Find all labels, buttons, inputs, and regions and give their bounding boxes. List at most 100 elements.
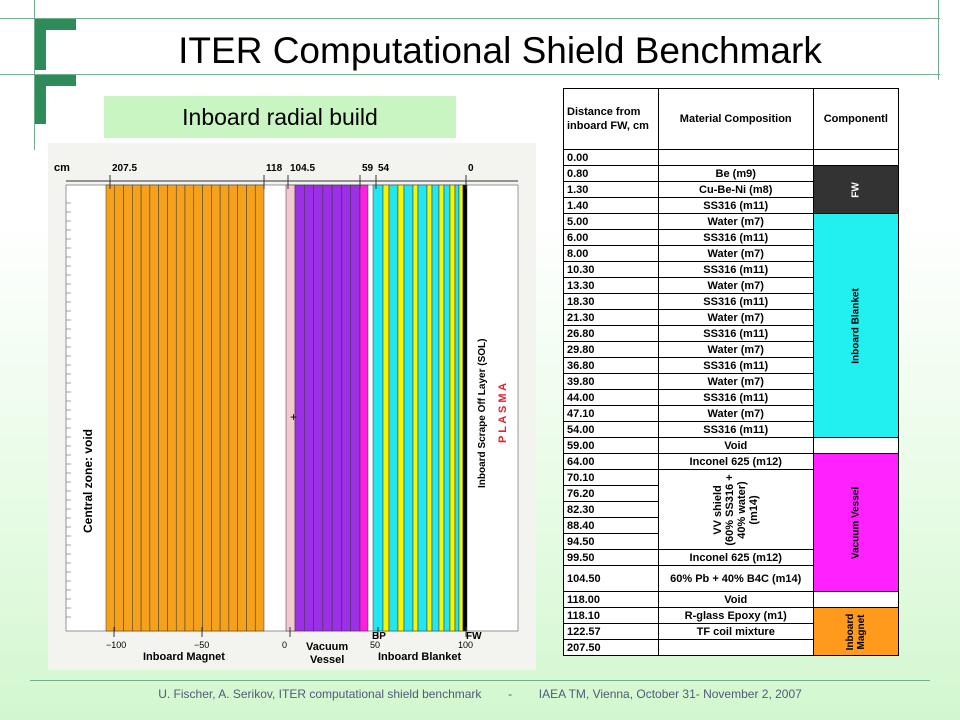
- magnet-layer: [149, 184, 159, 632]
- component-label: FW: [850, 181, 862, 198]
- blanket-water-layer: [443, 184, 451, 632]
- material-cell: Cu-Be-Ni (m8): [657, 181, 814, 198]
- magnet-layer: [246, 184, 256, 632]
- vv-shield-line: 40% water): [735, 480, 748, 539]
- distance-cell: 18.30: [563, 293, 659, 310]
- magnet-layer: [211, 184, 221, 632]
- table-row: 1.40 SS316 (m11): [563, 197, 899, 214]
- distance-cell: 8.00: [563, 245, 659, 262]
- material-cell: TF coil mixture: [657, 623, 814, 640]
- top-tick-label: 104.5: [290, 163, 315, 174]
- frame-bar-vertical: [34, 18, 46, 70]
- top-tick-label: 207.5: [112, 163, 137, 174]
- material-cell: SS316 (m11): [657, 261, 814, 278]
- vessel-layer: [313, 184, 324, 632]
- distance-cell: 1.40: [563, 197, 659, 214]
- frame-line-top: [0, 18, 940, 19]
- table-row: 0.00: [563, 149, 900, 166]
- blanket-steel-layer: [449, 184, 456, 632]
- inboard-magnet-label: Inboard Magnet: [143, 651, 225, 663]
- material-cell: R-glass Epoxy (m1): [657, 607, 814, 624]
- vv-shield-cell: VV shield (60% SS316 +40% water) (m14): [657, 469, 814, 550]
- radial-build-table: Distance from inboard FW, cm Material Co…: [563, 88, 900, 656]
- distance-cell: 44.00: [563, 389, 659, 406]
- vv-shield-line: VV shield: [711, 484, 724, 535]
- blanket-water-layer: [454, 184, 460, 632]
- magnet-layer: [219, 184, 230, 632]
- bottom-tick-label: 50: [370, 640, 380, 650]
- frame-line-bottom: [30, 680, 930, 681]
- table-row: 8.00 Water (m7): [563, 245, 899, 262]
- material-cell: SS316 (m11): [657, 421, 814, 438]
- vessel-layer: [294, 184, 305, 632]
- distance-cell: 118.00: [563, 591, 659, 608]
- top-tick-label: 54: [378, 163, 390, 174]
- table-row: 29.80 Water (m7): [563, 341, 899, 358]
- magnet-layer: [105, 184, 116, 632]
- material-cell: Be (m9): [657, 165, 814, 182]
- table-row: 122.57 TF coil mixture: [563, 623, 899, 640]
- central-zone-label: Central zone: void: [81, 429, 95, 533]
- material-cell: Inconel 625 (m12): [657, 453, 814, 470]
- material-cell: Water (m7): [657, 341, 814, 358]
- frame-line-right: [938, 0, 939, 80]
- blanket-steel-layer: [438, 184, 445, 632]
- magnet-layer: [140, 184, 151, 632]
- unit-label: cm: [54, 162, 70, 174]
- header-distance: Distance from inboard FW, cm: [563, 88, 659, 150]
- magnet-layer: [228, 184, 238, 632]
- component-empty: [812, 149, 900, 166]
- component-label: Inboard Blanket: [850, 287, 862, 364]
- blanket-water-layer: [372, 184, 384, 632]
- distance-cell: 47.10: [563, 405, 659, 422]
- vessel-layer: [341, 184, 351, 632]
- distance-cell: 1.30: [563, 181, 659, 198]
- top-tick-label: 118: [266, 163, 283, 174]
- table-row: 6.00 SS316 (m11): [563, 229, 899, 246]
- distance-cell: 122.57: [563, 623, 659, 640]
- vessel-layer: [304, 184, 314, 632]
- frame-bar-horizontal: [34, 18, 76, 30]
- table-row: 26.80 SS316 (m11): [563, 325, 899, 342]
- blanket-water-layer: [388, 184, 399, 632]
- distance-cell: 70.10: [563, 469, 659, 486]
- material-cell: SS316 (m11): [657, 293, 814, 310]
- slide-footer: U. Fischer, A. Serikov, ITER computation…: [158, 687, 802, 701]
- distance-cell: 21.30: [563, 309, 659, 326]
- vessel-layer: [322, 184, 333, 632]
- material-cell: SS316 (m11): [657, 357, 814, 374]
- magnet-layer: [237, 184, 247, 632]
- magnet-layer: [193, 184, 203, 632]
- component-empty: [812, 437, 900, 454]
- bottom-tick-label: −50: [194, 640, 209, 650]
- distance-cell: 82.30: [563, 501, 659, 518]
- vessel-layer: [331, 184, 342, 632]
- table-row: 47.10 Water (m7): [563, 405, 899, 422]
- distance-cell: 207.50: [563, 639, 659, 656]
- header-material: Material Composition: [657, 88, 814, 150]
- component-blanket: Inboard Blanket: [812, 213, 900, 438]
- distance-cell: 39.80: [563, 373, 659, 390]
- magnet-layer: [132, 184, 142, 632]
- fw-label: FW: [466, 631, 482, 642]
- distance-cell: 0.80: [563, 165, 659, 182]
- component-magnet: Inboard Magnet: [812, 607, 900, 656]
- distance-cell: 5.00: [563, 213, 659, 230]
- distance-cell: 54.00: [563, 421, 659, 438]
- magnet-layer: [123, 184, 133, 632]
- material-cell: Water (m7): [657, 213, 814, 230]
- crosshair-mark: +: [290, 410, 297, 424]
- scrape-off-label: Inboard Scrape Off Layer (SOL): [477, 339, 488, 488]
- table-row: 118.00 Void: [563, 591, 900, 608]
- distance-cell: 76.20: [563, 485, 659, 502]
- distance-cell: 36.80: [563, 357, 659, 374]
- distance-cell: 99.50: [563, 549, 659, 566]
- table-row: 10.30 SS316 (m11): [563, 261, 899, 278]
- distance-cell: 104.50: [563, 565, 659, 592]
- bp-label: BP: [372, 631, 386, 642]
- material-cell: Inconel 625 (m12): [657, 549, 814, 566]
- vessel-layer: [350, 184, 361, 632]
- magnet-layer: [167, 184, 177, 632]
- magnet-layer: [175, 184, 186, 632]
- table-row: 207.50: [563, 639, 899, 656]
